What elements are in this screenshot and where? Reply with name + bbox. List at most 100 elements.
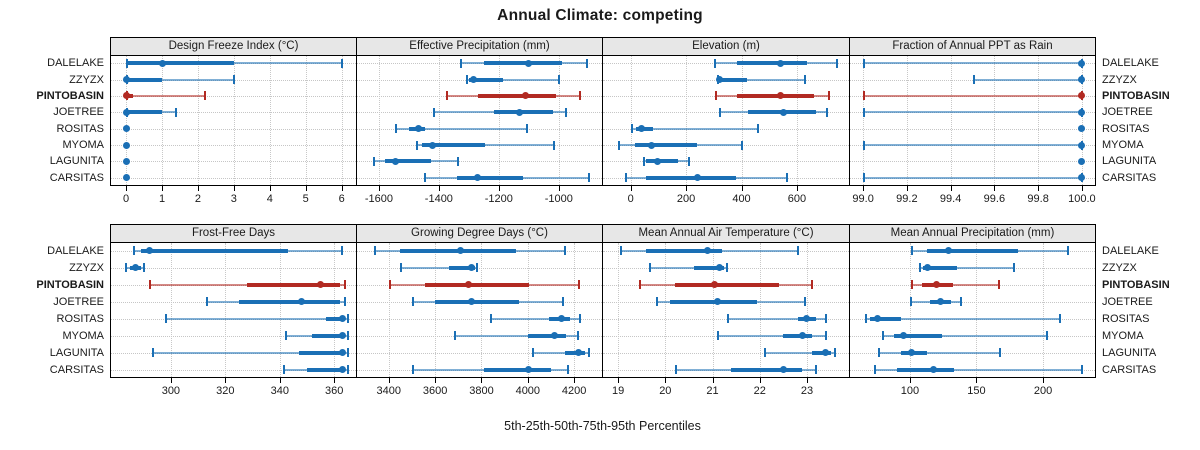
site-label-right: DALELAKE xyxy=(1102,244,1159,257)
gridline-vertical xyxy=(906,56,908,185)
percentile-5-95-line xyxy=(126,94,206,97)
percentile-25-75-line xyxy=(126,93,134,98)
percentile-5-cap xyxy=(877,348,880,357)
percentile-25-75-line xyxy=(783,333,812,338)
percentile-5-95-line xyxy=(863,144,1082,147)
median-dot xyxy=(158,59,166,67)
gridline-vertical xyxy=(481,243,483,377)
axis-tick xyxy=(279,378,281,383)
percentile-5-cap xyxy=(618,140,621,150)
percentile-95-cap xyxy=(175,107,178,117)
row-guide xyxy=(357,161,602,163)
percentile-95-cap xyxy=(740,140,743,150)
site-label-left: DALELAKE xyxy=(47,244,104,257)
percentile-25-75-line xyxy=(483,61,562,66)
percentile-5-cap xyxy=(909,297,912,306)
percentile-25-75-line xyxy=(564,350,585,355)
percentile-5-cap xyxy=(532,348,535,357)
axis-tick xyxy=(162,186,163,191)
median-dot xyxy=(525,59,533,67)
axis-tick xyxy=(269,186,271,191)
median-dot xyxy=(457,247,465,254)
axis-tick-label: 5 xyxy=(302,193,309,205)
median-dot xyxy=(779,108,787,116)
axis-tick-label: 3800 xyxy=(469,385,494,397)
percentile-5-95-line xyxy=(716,78,806,81)
gridline-vertical xyxy=(378,56,380,185)
chart-title: Annual Climate: competing xyxy=(497,7,703,24)
row-guide xyxy=(111,161,356,163)
percentile-5-cap xyxy=(465,75,468,85)
axis-tick-label: 19 xyxy=(611,385,625,397)
axis-tick-label: 1 xyxy=(158,193,166,205)
percentile-95-cap xyxy=(344,280,347,289)
percentile-95-cap xyxy=(204,91,207,101)
percentile-95-cap xyxy=(836,58,839,68)
axis-tick xyxy=(481,378,483,383)
row-guide xyxy=(111,128,356,130)
row-guide xyxy=(111,145,356,147)
row-guide xyxy=(357,267,602,269)
percentile-5-95-line xyxy=(630,127,759,130)
percentile-95-cap xyxy=(577,280,580,289)
percentile-25-75-line xyxy=(247,282,340,287)
percentile-5-cap xyxy=(881,331,884,340)
median-dot xyxy=(122,125,130,133)
axis-tick xyxy=(863,186,865,191)
median-dot xyxy=(338,366,346,373)
percentile-95-cap xyxy=(578,91,581,101)
percentile-25-75-line xyxy=(326,316,346,321)
percentile-5-95-line xyxy=(864,317,1061,320)
axis-tick xyxy=(909,378,911,383)
percentile-95-cap xyxy=(576,331,579,340)
gridline-vertical xyxy=(341,56,343,185)
row-guide xyxy=(111,369,356,371)
site-label-right: JOETREE xyxy=(1102,295,1153,308)
median-dot xyxy=(713,298,721,305)
site-label-left: DALELAKE xyxy=(47,57,104,70)
percentile-5-95-line xyxy=(717,334,826,337)
gridline-vertical xyxy=(909,243,911,377)
percentile-5-95-line xyxy=(126,62,342,65)
axis-tick-label: 3600 xyxy=(422,385,448,397)
percentile-5-95-line xyxy=(465,78,559,81)
axis-tick-label: -1200 xyxy=(484,193,513,205)
panel-header: Effective Precipitation (mm) xyxy=(356,37,603,56)
axis-tick-label: 300 xyxy=(161,385,181,397)
row-guide xyxy=(111,112,356,114)
site-label-right: LAGUNITA xyxy=(1102,155,1157,168)
panel-plot-area xyxy=(356,55,603,186)
median-dot xyxy=(522,92,530,100)
median-dot xyxy=(1078,59,1086,67)
axis-tick-label: 100.0 xyxy=(1068,193,1096,205)
percentile-95-cap xyxy=(834,348,837,357)
gridline-vertical xyxy=(269,56,271,185)
percentile-5-cap xyxy=(459,58,462,68)
axis-tick xyxy=(759,378,761,383)
site-label-right: PINTOBASIN xyxy=(1102,89,1170,102)
row-guide xyxy=(850,301,1095,303)
gridline-vertical xyxy=(618,243,620,377)
percentile-5-cap xyxy=(863,107,866,117)
gridline-vertical xyxy=(388,243,390,377)
percentile-25-75-line xyxy=(312,333,346,338)
median-dot xyxy=(945,247,953,254)
median-dot xyxy=(704,247,712,254)
percentile-5-cap xyxy=(489,314,492,323)
site-label-right: MYOMA xyxy=(1102,139,1144,152)
gridline-vertical xyxy=(197,56,199,185)
percentile-5-95-line xyxy=(453,334,578,337)
site-label-right: MYOMA xyxy=(1102,329,1144,342)
axis-tick-label: 4 xyxy=(266,193,273,205)
percentile-95-cap xyxy=(526,124,529,134)
axis-tick-label: 99.4 xyxy=(939,193,962,205)
percentile-25-75-line xyxy=(731,367,803,372)
axis-tick-label: 99.8 xyxy=(1027,193,1049,205)
axis-tick-label: 100 xyxy=(900,385,920,397)
percentile-5-cap xyxy=(863,91,866,101)
site-label-left: ZZYZX xyxy=(69,261,104,274)
median-dot xyxy=(469,76,477,84)
gridline-vertical xyxy=(279,243,281,377)
percentile-95-cap xyxy=(142,263,145,272)
gridline-vertical xyxy=(305,56,307,185)
